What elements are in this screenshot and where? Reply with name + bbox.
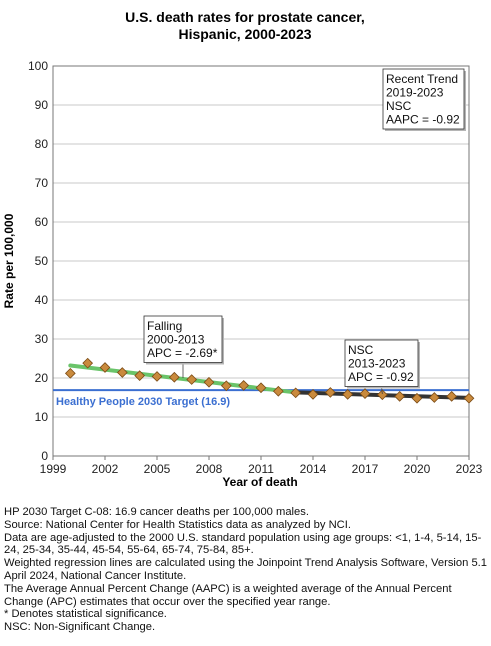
footnote-significance: * Denotes statistical significance. (4, 608, 167, 621)
annotation-text: APC = -2.69* (147, 346, 218, 360)
data-point (394, 390, 406, 402)
annotation-box (382, 68, 465, 130)
data-point (290, 387, 302, 399)
annotation-text: NSC (348, 343, 374, 357)
x-tick-label: 2005 (144, 462, 171, 476)
annotation-text: Falling (147, 319, 182, 333)
footnote-nsc: NSC: Non-Significant Change. (4, 621, 156, 634)
chart-title-line-1: U.S. death rates for prostate cancer, (125, 9, 365, 25)
footnote-aapc: The Average Annual Percent Change (AAPC)… (4, 582, 452, 608)
y-tick-label: 10 (35, 410, 49, 424)
data-point (134, 370, 146, 382)
target-label: Healthy People 2030 Target (16.9) (56, 396, 230, 408)
annotation-text: 2019-2023 (386, 86, 444, 100)
data-point (116, 367, 128, 378)
footnote-age-adjustment: Data are age-adjusted to the 2000 U.S. s… (4, 531, 482, 557)
footnotes: HP 2030 Target C-08: 16.9 cancer deaths … (4, 506, 488, 634)
data-point (151, 371, 163, 382)
x-tick-label: 2017 (352, 462, 379, 476)
y-tick-label: 0 (41, 449, 48, 463)
x-tick-labels: 1999 2002 2005 2008 2011 2014 2017 2020 2023 (40, 456, 483, 476)
annotation-text: APC = -0.92 (348, 370, 414, 384)
x-tick-label: 2014 (300, 462, 327, 476)
annotation-text: NSC (386, 99, 412, 113)
x-tick-label: 2011 (248, 462, 274, 476)
data-point (238, 380, 250, 391)
y-axis-label: Rate per 100,000 (2, 213, 16, 308)
x-tick-label: 2002 (92, 462, 119, 476)
data-point (64, 367, 76, 379)
data-point (463, 392, 475, 404)
observed-points (64, 357, 475, 404)
data-point (359, 388, 371, 399)
y-tick-label: 90 (35, 98, 49, 112)
data-point (220, 380, 232, 392)
x-tick-label: 1999 (40, 462, 67, 476)
annotation-box (143, 315, 223, 363)
footnote-source: Source: National Center for Health Stati… (4, 518, 351, 531)
annotation-text: 2000-2013 (147, 333, 205, 347)
data-point (411, 392, 423, 404)
data-point (82, 357, 94, 369)
y-tick-label: 30 (35, 332, 49, 346)
x-tick-label: 2008 (196, 462, 223, 476)
data-point (186, 374, 198, 385)
data-point (168, 371, 180, 383)
data-point (203, 376, 215, 388)
chart: U.S. death rates for prostate cancer, Hi… (2, 9, 483, 489)
annotation-box (344, 339, 419, 387)
y-tick-labels: 0 10 20 30 40 50 60 70 80 90 100 (28, 59, 48, 463)
y-tick-label: 20 (35, 371, 49, 385)
y-tick-label: 40 (35, 293, 49, 307)
data-point (428, 392, 440, 403)
y-tick-label: 50 (35, 254, 49, 268)
data-point (99, 362, 111, 373)
data-point (446, 390, 458, 402)
data-point (324, 387, 336, 398)
annotation-text: 2013-2023 (348, 357, 406, 371)
data-point (255, 382, 267, 394)
y-tick-label: 80 (35, 137, 49, 151)
y-tick-label: 70 (35, 176, 49, 190)
y-tick-label: 60 (35, 215, 49, 229)
x-axis-label: Year of death (222, 475, 297, 489)
x-tick-label: 2023 (456, 462, 483, 476)
footnote-regression: Weighted regression lines are calculated… (4, 557, 487, 582)
data-point (307, 389, 319, 400)
data-point (342, 389, 354, 400)
annotation-text: AAPC = -0.92 (386, 113, 460, 127)
y-tick-label: 100 (28, 59, 48, 73)
x-tick-label: 2020 (404, 462, 431, 476)
footnote-target: HP 2030 Target C-08: 16.9 cancer deaths … (4, 506, 309, 518)
data-point (272, 385, 284, 397)
chart-title-line-2: Hispanic, 2000-2023 (178, 26, 311, 42)
data-point (376, 389, 388, 401)
annotation-text: Recent Trend (386, 72, 458, 86)
